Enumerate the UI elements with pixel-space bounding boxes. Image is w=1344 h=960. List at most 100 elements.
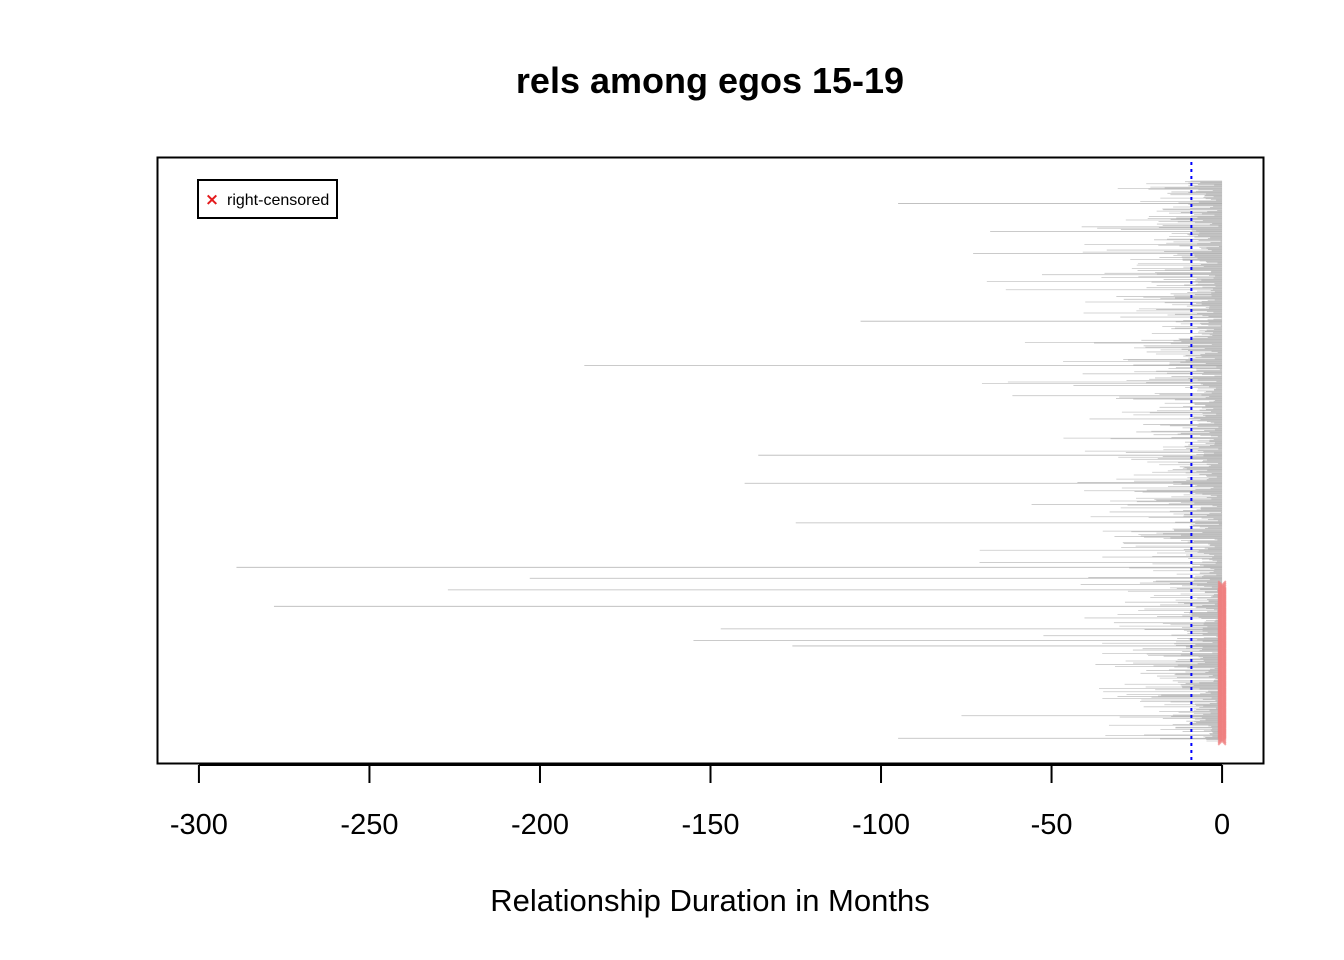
censored-marker: × [1216,666,1229,684]
censored-marker: × [1216,692,1229,710]
censored-marker: × [1216,664,1229,682]
censored-marker: × [1216,684,1229,702]
chart-title: rels among egos 15-19 [516,60,904,101]
censored-marker: × [1216,594,1229,612]
censored-marker: × [1216,700,1229,718]
censored-marker: × [1216,652,1229,670]
censored-marker: × [1216,650,1229,668]
censored-marker: × [1216,651,1229,669]
censored-marker: × [1216,658,1229,676]
censored-marker: × [1216,704,1229,722]
legend-label-right-censored: right-censored [227,192,329,209]
censored-marker: × [1216,668,1229,686]
x-axis: -300 -250 -200 -150 -100 -50 0 [170,764,1230,841]
censored-marker: × [1216,670,1229,688]
censored-marker: × [1216,662,1229,680]
censored-marker: × [1216,653,1229,671]
censored-marker: × [1216,625,1229,643]
censored-marker: × [1216,694,1229,712]
censored-marker: × [1216,643,1229,661]
censored-marker: × [1216,622,1229,640]
censored-marker: × [1216,683,1229,701]
censored-marker: × [1216,713,1229,731]
x-tick-label: -50 [1031,809,1073,841]
censored-marker: × [1216,712,1229,730]
censored-marker: × [1216,604,1229,622]
censored-marker: × [1216,678,1229,696]
censored-marker: × [1216,720,1229,738]
censored-marker: × [1216,679,1229,697]
censored-marker: × [1216,588,1229,606]
censored-marker: × [1216,614,1229,632]
censored-marker: × [1216,596,1229,614]
legend-marker-x: × [205,190,219,210]
censored-marker: × [1216,631,1229,649]
censored-marker: × [1216,595,1229,613]
censored-marker: × [1216,674,1229,692]
censored-marker: × [1216,610,1229,628]
censored-marker: × [1216,591,1229,609]
censored-marker: × [1216,649,1229,667]
censored-marker: × [1216,676,1229,694]
censored-marker: × [1216,687,1229,705]
censored-marker: × [1216,639,1229,657]
censored-marker: × [1216,602,1229,620]
censored-marker: × [1216,690,1229,708]
censored-marker: × [1216,592,1229,610]
censored-marker: × [1216,612,1229,630]
censored-marker: × [1216,636,1229,654]
censored-marker: × [1216,648,1229,666]
censored-marker: × [1216,586,1229,604]
censored-marker: × [1216,616,1229,634]
censored-marker: × [1216,701,1229,719]
censored-marker: × [1216,694,1229,712]
censored-marker: × [1216,711,1229,729]
censored-marker: × [1216,603,1229,621]
censored-marker: × [1216,709,1229,727]
censored-marker: × [1216,609,1229,627]
censored-marker: × [1216,631,1229,649]
censored-marker: × [1216,645,1229,663]
censored-marker: × [1216,624,1229,642]
x-tick-label: -100 [852,809,910,841]
censored-marker: × [1216,726,1229,744]
censored-marker: × [1216,673,1229,691]
censored-marker: × [1216,686,1229,704]
censored-marker: × [1216,585,1229,603]
censored-marker: × [1216,630,1229,648]
censored-marker: × [1216,719,1229,737]
censored-marker: × [1216,640,1229,658]
censored-marker: × [1216,657,1229,675]
censored-marker: × [1216,699,1229,717]
censored-marker: × [1216,615,1229,633]
censored-marker: × [1216,616,1229,634]
censored-marker: × [1216,646,1229,664]
censored-marker: × [1216,731,1229,749]
censored-marker: × [1216,706,1229,724]
censored-marker: × [1216,617,1229,635]
censored-marker: × [1216,702,1229,720]
censored-marker: × [1216,681,1229,699]
censored-marker: × [1216,647,1229,665]
censored-marker: × [1216,723,1229,741]
censored-marker: × [1216,577,1229,595]
censored-marker: × [1216,660,1229,678]
censored-marker: × [1216,644,1229,662]
censored-marker: × [1216,716,1229,734]
censored-marker: × [1216,579,1229,597]
censored-marker: × [1216,651,1229,669]
censored-marker: × [1216,698,1229,716]
censored-marker: × [1216,582,1229,600]
censored-marker: × [1216,653,1229,671]
censored-marker: × [1216,718,1229,736]
censored-marker: × [1216,714,1229,732]
censored-marker: × [1216,608,1229,626]
censored-marker: × [1216,709,1229,727]
censored-marker: × [1216,642,1229,660]
censored-marker: × [1216,679,1229,697]
censored-marker: × [1216,683,1229,701]
censored-marker: × [1216,696,1229,714]
censored-marker: × [1216,677,1229,695]
censored-marker: × [1216,681,1229,699]
censored-marker: × [1216,730,1229,748]
